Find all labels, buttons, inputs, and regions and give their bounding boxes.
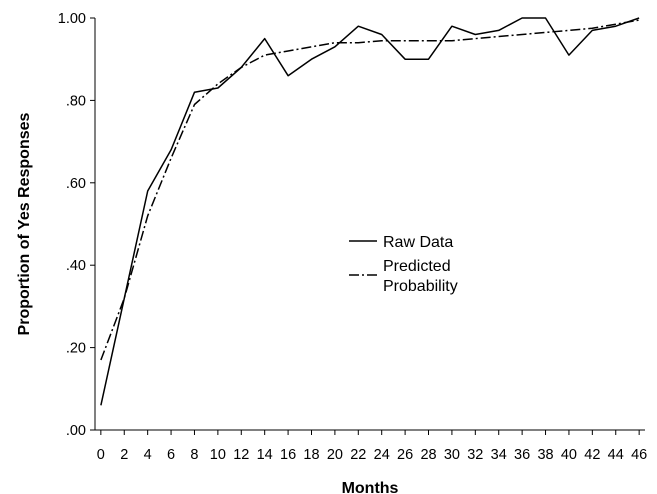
- x-tick-label: 42: [584, 447, 600, 463]
- x-ticks: 0 2 4 6 8 10 12 14 16 18 20 22 24 26 28 30 32 34 36 38 40 42 4…: [97, 430, 647, 463]
- x-tick-label: 2: [120, 447, 128, 463]
- y-tick-label: .80: [66, 93, 86, 109]
- x-tick-label: 30: [444, 447, 460, 463]
- x-tick-label: 26: [397, 447, 413, 463]
- y-tick-label: .40: [66, 258, 86, 274]
- x-tick-label: 34: [491, 447, 507, 463]
- x-tick-label: 36: [514, 447, 530, 463]
- x-tick-label: 20: [327, 447, 343, 463]
- x-tick-label: 28: [420, 447, 436, 463]
- y-tick-label: 1.00: [58, 11, 86, 27]
- x-tick-label: 46: [631, 447, 647, 463]
- x-tick-label: 10: [210, 447, 226, 463]
- x-tick-label: 12: [233, 447, 249, 463]
- x-tick-label: 8: [190, 447, 198, 463]
- x-tick-label: 22: [350, 447, 366, 463]
- x-tick-label: 44: [608, 447, 624, 463]
- x-tick-label: 38: [537, 447, 553, 463]
- y-tick-label: .60: [66, 176, 86, 192]
- x-tick-label: 24: [374, 447, 390, 463]
- x-tick-label: 0: [97, 447, 105, 463]
- y-tick-label: .00: [66, 423, 86, 439]
- axes: [94, 18, 645, 431]
- y-ticks: .00 .20 .40 .60 .80 1.00: [58, 11, 95, 439]
- series-line-predicted-probability: [100, 19, 640, 361]
- series-line-raw-data: [100, 17, 640, 406]
- x-tick-label: 4: [144, 447, 152, 463]
- y-tick-label: .20: [66, 341, 86, 357]
- y-axis-title: Proportion of Yes Responses: [16, 112, 33, 335]
- legend: Raw Data Predicted Probability: [349, 234, 458, 295]
- x-tick-label: 16: [280, 447, 296, 463]
- legend-label-raw-data: Raw Data: [383, 234, 453, 251]
- x-tick-label: 18: [303, 447, 319, 463]
- legend-label-predicted-line1: Predicted: [383, 258, 451, 275]
- series-lines: [100, 17, 640, 406]
- x-tick-label: 32: [467, 447, 483, 463]
- x-tick-label: 6: [167, 447, 175, 463]
- x-tick-label: 40: [561, 447, 577, 463]
- legend-label-predicted-line2: Probability: [383, 278, 458, 295]
- x-tick-label: 14: [257, 447, 273, 463]
- x-axis-title: Months: [342, 480, 399, 494]
